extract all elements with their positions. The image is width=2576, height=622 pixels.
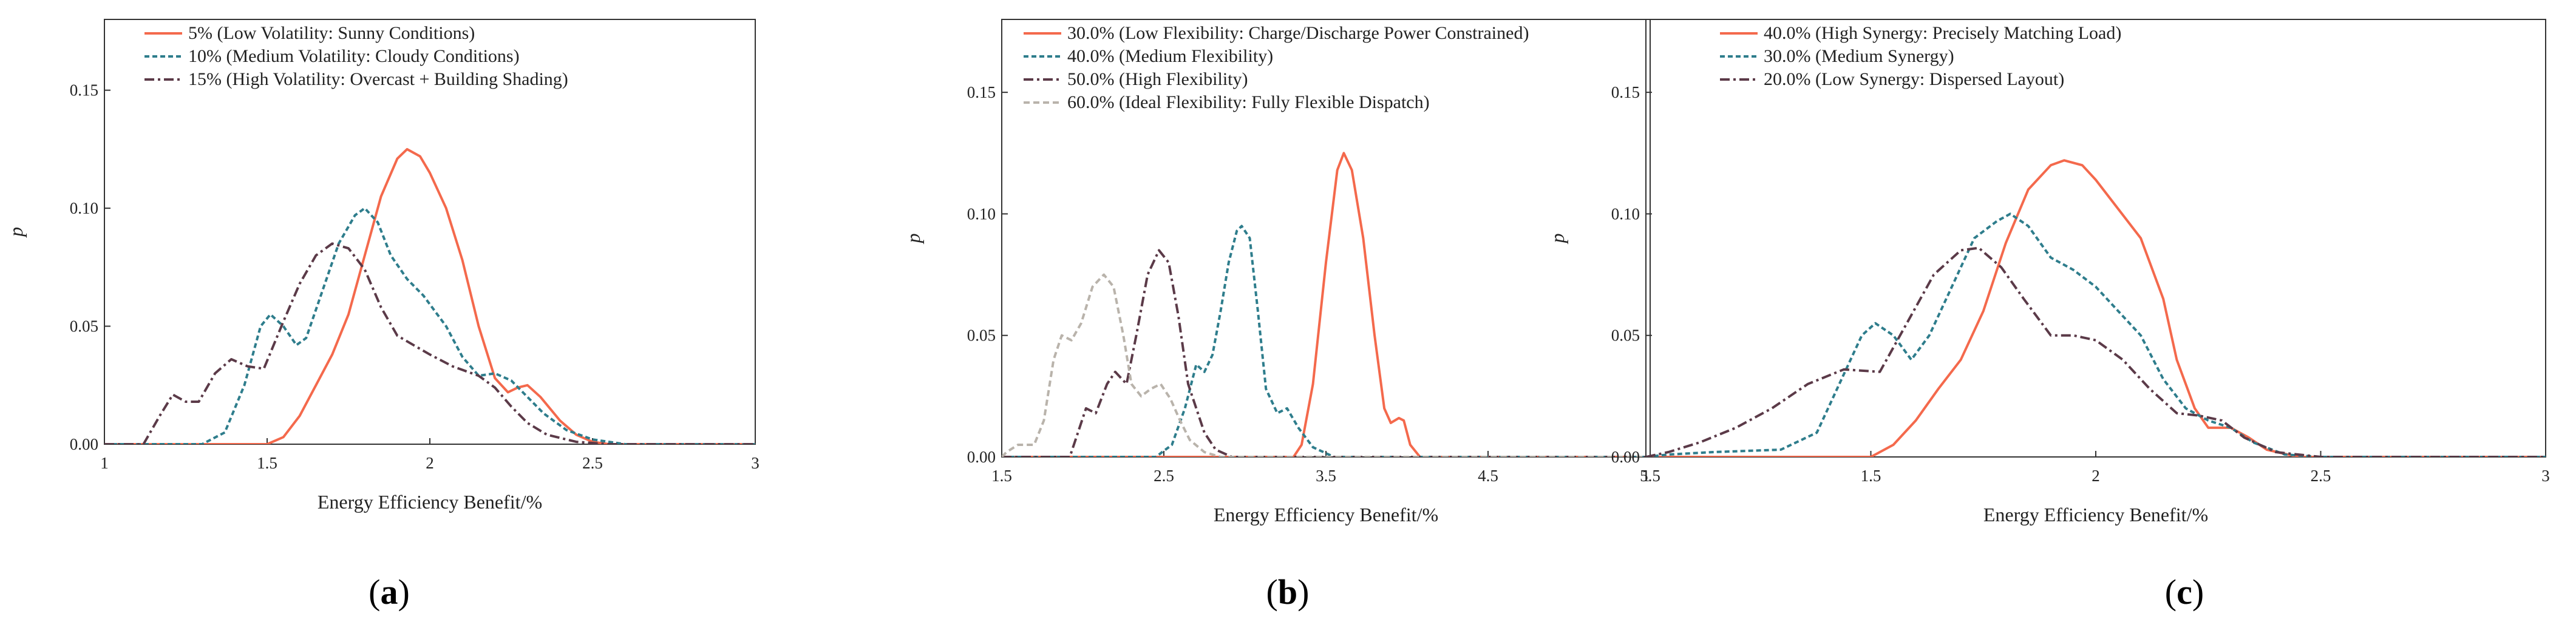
series-line-1 (1002, 152, 1650, 457)
y-tick-label: 0.00 (70, 435, 98, 453)
series-line-2 (104, 207, 755, 444)
legend-entry: 5% (Low Volatility: Sunny Conditions) (188, 23, 475, 43)
y-tick-label: 0.00 (1611, 448, 1640, 466)
series-line-3 (104, 242, 755, 444)
x-tick-label: 1 (1642, 467, 1650, 485)
legend-entry: 50.0% (High Flexibility) (1067, 69, 1248, 89)
x-tick-label: 3 (751, 454, 760, 472)
y-tick-label: 0.10 (70, 199, 98, 217)
x-tick-label: 3.5 (1316, 467, 1336, 485)
y-tick-label: 0.15 (1611, 83, 1640, 101)
series-line-3 (1646, 246, 2546, 457)
y-axis-label: p (5, 227, 27, 238)
legend-entry: 30.0% (Low Flexibility: Charge/Discharge… (1067, 23, 1529, 43)
x-tick-label: 1.5 (257, 454, 277, 472)
x-tick-label: 1 (100, 454, 109, 472)
y-axis-label: p (1546, 234, 1568, 245)
panel-c-label: (c) (2165, 572, 2204, 612)
y-tick-label: 0.05 (967, 326, 996, 345)
x-axis-label: Energy Efficiency Benefit/% (318, 491, 542, 513)
x-tick-label: 2.5 (1154, 467, 1174, 485)
series-line-1 (1646, 159, 2546, 457)
legend-entry: 30.0% (Medium Synergy) (1764, 46, 1954, 66)
x-tick-label: 2.5 (582, 454, 603, 472)
legend-entry: 40.0% (High Synergy: Precisely Matching … (1764, 23, 2121, 43)
series-line-2 (1646, 212, 2546, 457)
panel-b-label: (b) (1266, 572, 1310, 612)
x-tick-label: 2.5 (2311, 467, 2331, 485)
series-line-2 (1002, 225, 1650, 457)
x-tick-label: 2 (426, 454, 434, 472)
panel-c: (c) 1 1.5 2 2.5 3 0.00 0.05 0.10 0.15 Energy Effi… (1546, 19, 2550, 612)
x-tick-label: 2 (2092, 467, 2100, 485)
x-tick-label: 4.5 (1478, 467, 1498, 485)
x-tick-label: 5.5 (1640, 467, 1660, 485)
legend-entry: 15% (High Volatility: Overcast + Buildin… (188, 69, 568, 89)
panel-a-label: (a) (369, 572, 410, 612)
series-line-3 (1002, 249, 1650, 457)
x-axis-label: Energy Efficiency Benefit/% (1983, 504, 2208, 526)
y-tick-label: 0.05 (1611, 326, 1640, 345)
series-line-4 (1002, 273, 1650, 457)
series-line-1 (104, 147, 755, 444)
y-tick-label: 0.10 (967, 205, 996, 223)
legend-entry: 60.0% (Ideal Flexibility: Fully Flexible… (1067, 92, 1430, 112)
y-tick-label: 0.05 (70, 317, 98, 336)
y-tick-label: 0.10 (1611, 205, 1640, 223)
y-tick-label: 0.15 (70, 81, 98, 100)
y-tick-label: 0.00 (967, 448, 996, 466)
x-tick-label: 3 (2541, 467, 2550, 485)
x-tick-label: 1.5 (991, 467, 1012, 485)
x-tick-label: 1.5 (1861, 467, 1881, 485)
y-tick-label: 0.15 (967, 83, 996, 101)
y-axis-label: p (902, 234, 924, 245)
legend-entry: 10% (Medium Volatility: Cloudy Condition… (188, 46, 520, 66)
x-axis-label: Energy Efficiency Benefit/% (1214, 504, 1438, 526)
legend-entry: 20.0% (Low Synergy: Dispersed Layout) (1764, 69, 2064, 89)
legend-entry: 40.0% (Medium Flexibility) (1067, 46, 1273, 66)
panel-a: (a) 1 1.5 2 2.5 3 0.00 0.05 0.10 0.15 Energy Effi… (5, 19, 760, 612)
panel-b: (b) 1.5 2.5 3.5 4.5 5.50.000.050.100.15Energ… (902, 19, 1660, 612)
